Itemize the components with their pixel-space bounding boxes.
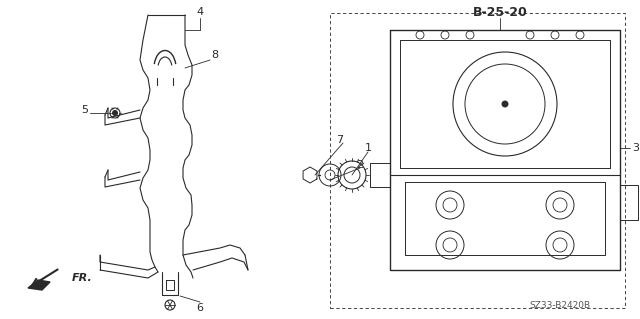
Text: 1: 1 (365, 143, 371, 153)
Text: B-25-20: B-25-20 (472, 5, 527, 19)
Text: 7: 7 (337, 135, 344, 145)
Circle shape (502, 101, 508, 107)
Polygon shape (28, 280, 50, 290)
Text: 8: 8 (211, 50, 219, 60)
Text: 6: 6 (196, 303, 204, 313)
Text: FR.: FR. (72, 273, 93, 283)
Text: 4: 4 (196, 7, 204, 17)
Text: 3: 3 (632, 143, 639, 153)
Bar (330, 13, 625, 308)
Text: 5: 5 (81, 105, 88, 115)
Text: 2: 2 (356, 160, 364, 170)
Circle shape (113, 110, 118, 115)
Text: SZ33-B2420B: SZ33-B2420B (529, 300, 591, 309)
